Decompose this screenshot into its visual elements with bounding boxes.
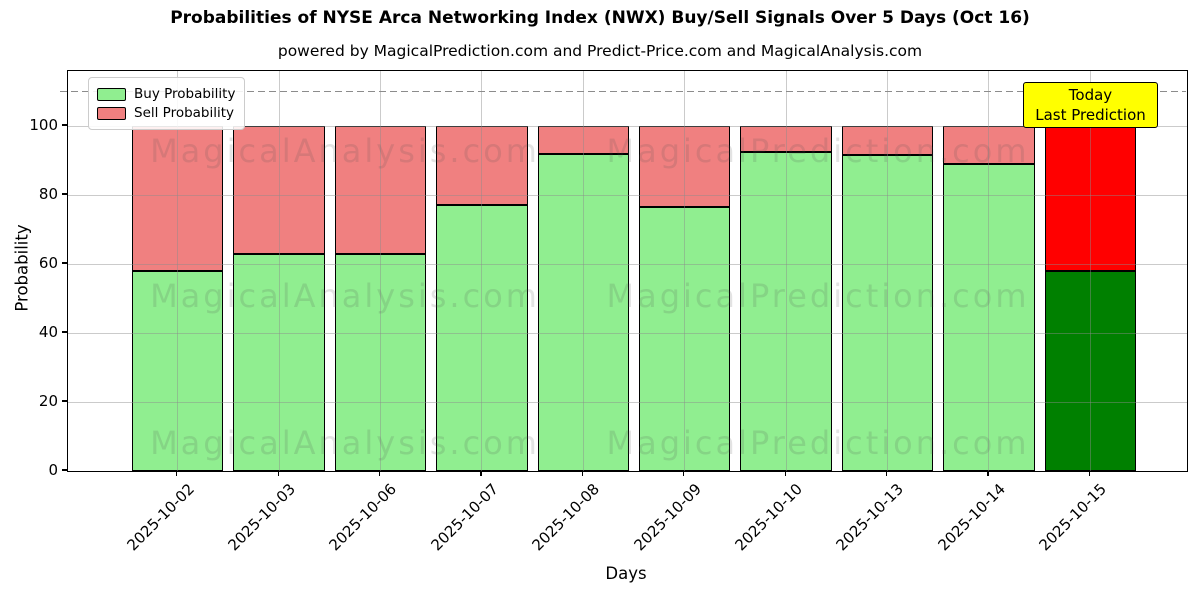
y-gridline — [68, 263, 1187, 265]
plot-area — [67, 70, 1188, 472]
y-tick-label: 40 — [38, 323, 58, 341]
bar-segment-sell — [131, 126, 224, 271]
bar-segment-sell — [537, 126, 630, 154]
legend-item-sell: Sell Probability — [97, 105, 236, 121]
y-tick — [62, 262, 67, 264]
bar-segment-buy — [233, 253, 325, 471]
bar-segment-buy — [537, 153, 630, 471]
y-tick-label: 80 — [38, 185, 58, 203]
y-tick-label: 100 — [29, 116, 58, 134]
x-tick — [378, 471, 381, 476]
x-tick-label: 2025-10-09 — [630, 480, 705, 555]
bar-segment-sell — [638, 126, 731, 208]
y-tick-label: 0 — [48, 461, 58, 479]
legend: Buy Probability Sell Probability — [88, 77, 245, 130]
dashed-threshold-line — [60, 90, 1186, 93]
y-gridline — [68, 401, 1187, 403]
bar-segment-buy — [740, 151, 832, 471]
legend-item-buy: Buy Probability — [97, 86, 236, 102]
bar-segment-sell — [233, 126, 325, 254]
bar-segment-sell — [1044, 126, 1137, 271]
x-axis-label: Days — [605, 564, 647, 583]
chart-title: Probabilities of NYSE Arca Networking In… — [170, 8, 1030, 28]
x-gridline — [177, 71, 179, 471]
x-tick-label: 2025-10-03 — [224, 480, 299, 555]
x-tick-label: 2025-10-08 — [528, 480, 604, 555]
bar-segment-buy — [943, 163, 1035, 471]
bar-segment-sell — [943, 126, 1035, 164]
x-gridline — [1089, 71, 1091, 471]
x-gridline — [887, 71, 888, 471]
bar-segment-buy — [638, 207, 731, 471]
bar-segment-sell — [334, 126, 427, 254]
x-tick-label: 2025-10-02 — [123, 480, 198, 555]
x-gridline — [481, 71, 483, 471]
x-tick — [683, 471, 685, 476]
bar-segment-buy — [436, 205, 528, 471]
y-gridline — [68, 194, 1187, 196]
x-tick — [277, 471, 279, 476]
y-tick — [62, 124, 67, 126]
bar-segment-sell — [436, 126, 528, 206]
sell-swatch-icon — [97, 106, 126, 120]
y-tick — [62, 193, 67, 195]
x-tick-label: 2025-10-13 — [832, 480, 908, 555]
legend-label-buy: Buy Probability — [134, 86, 236, 102]
today-annotation: Today Last Prediction — [1023, 82, 1158, 128]
x-tick-label: 2025-10-06 — [325, 480, 401, 555]
bar-segment-buy — [1044, 270, 1137, 471]
y-tick — [62, 331, 67, 333]
x-tick — [784, 471, 786, 476]
bar-segment-sell — [841, 126, 934, 156]
bar-segment-buy — [334, 253, 427, 471]
bar-segment-buy — [841, 155, 934, 471]
x-tick — [1088, 471, 1090, 476]
x-gridline — [988, 71, 990, 471]
chart-subtitle: powered by MagicalPrediction.com and Pre… — [277, 42, 923, 60]
x-gridline — [278, 71, 280, 471]
x-gridline — [380, 71, 381, 471]
y-tick — [62, 400, 67, 402]
buy-swatch-icon — [97, 87, 126, 101]
y-tick — [62, 469, 67, 471]
x-gridline — [684, 71, 686, 471]
y-gridline — [68, 125, 1187, 127]
bar-segment-sell — [740, 126, 832, 152]
x-gridline — [785, 71, 787, 471]
x-tick — [480, 471, 482, 476]
legend-label-sell: Sell Probability — [134, 105, 235, 121]
y-tick-label: 20 — [38, 392, 58, 410]
x-tick — [987, 471, 989, 476]
y-tick-label: 60 — [38, 254, 58, 272]
x-tick-label: 2025-10-10 — [731, 480, 806, 555]
x-tick — [176, 471, 178, 476]
x-tick-label: 2025-10-07 — [427, 480, 502, 555]
today-annotation-line2: Last Prediction — [1035, 106, 1146, 124]
today-annotation-line1: Today — [1068, 86, 1113, 104]
x-tick — [885, 471, 888, 476]
x-gridline — [582, 71, 584, 471]
x-tick — [581, 471, 583, 476]
bar-segment-buy — [131, 270, 224, 471]
x-tick-label: 2025-10-15 — [1035, 480, 1111, 555]
y-gridline — [68, 332, 1187, 334]
x-tick-label: 2025-10-14 — [934, 480, 1009, 555]
